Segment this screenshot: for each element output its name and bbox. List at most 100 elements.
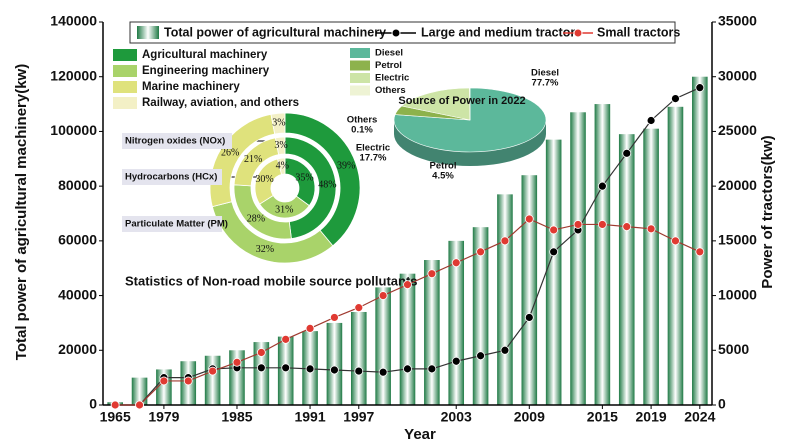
y-tick-label: 40000 <box>58 286 97 302</box>
bar <box>594 104 611 406</box>
point <box>549 225 559 235</box>
ring-label-box <box>122 169 222 185</box>
y-tick-label: 80000 <box>58 177 97 193</box>
legend-swatch <box>350 60 370 71</box>
point <box>524 313 534 322</box>
bar <box>545 139 562 405</box>
y2-tick-label: 30000 <box>718 67 757 83</box>
point <box>597 220 607 229</box>
point <box>378 367 388 377</box>
bar <box>204 355 221 405</box>
x-tick-label: 1991 <box>294 409 325 425</box>
bar <box>692 76 708 405</box>
donut-label: 28% <box>247 213 265 224</box>
point <box>281 363 291 373</box>
y2-tick-label: 10000 <box>718 286 757 302</box>
point <box>427 269 437 279</box>
donut-segment <box>270 112 286 135</box>
y-tick-label: 140000 <box>50 13 97 29</box>
y-tick-label: 120000 <box>50 67 97 83</box>
donut-label: 48% <box>318 180 336 191</box>
donut-label: 32% <box>256 244 274 255</box>
point <box>330 365 339 375</box>
legend-dot <box>573 28 583 38</box>
x-tick-label: 2019 <box>636 409 667 425</box>
point <box>281 334 291 344</box>
bar <box>472 227 489 405</box>
y2-tick-label: 25000 <box>718 122 757 138</box>
x-tick-label: 2003 <box>441 409 472 425</box>
point <box>671 236 680 246</box>
point <box>208 366 218 376</box>
pie-slice <box>400 87 471 121</box>
point <box>232 357 242 367</box>
donut-segment <box>277 157 286 175</box>
legend-label: Diesel <box>375 48 403 59</box>
donut-label: 39% <box>337 160 355 171</box>
point <box>476 351 485 361</box>
point <box>305 323 315 333</box>
point <box>330 313 339 322</box>
bar <box>521 175 538 405</box>
legend-label: Railway, aviation, and others <box>142 97 299 109</box>
bar <box>253 342 270 405</box>
x-tick-label: 1965 <box>100 409 131 425</box>
x-tick-label: 2009 <box>514 409 545 425</box>
y-tick-label: 60000 <box>58 232 97 248</box>
pie-label: Electric <box>356 143 390 154</box>
ring-label: Hydrocarbons (HCx) <box>125 172 217 183</box>
pie-label: Petrol <box>430 161 457 172</box>
pie-side <box>394 120 546 166</box>
y-tick-label: 100000 <box>50 122 97 138</box>
bar <box>448 240 465 405</box>
y2-tick-label: 15000 <box>718 232 757 248</box>
point <box>403 364 412 374</box>
bar <box>350 311 367 405</box>
donut-label: 3% <box>272 118 285 129</box>
point <box>305 364 315 374</box>
point <box>135 400 144 410</box>
bar <box>570 112 586 406</box>
legend-dot <box>391 28 401 38</box>
legend-label: Agricultural machinery <box>142 49 268 61</box>
donut-label: 26% <box>221 147 239 158</box>
x-axis-title: Year <box>404 426 436 443</box>
point <box>427 364 437 374</box>
y2-axis-title: Power of tractors(kw) <box>759 135 776 288</box>
bar <box>424 260 440 405</box>
point <box>354 366 364 376</box>
point <box>451 258 461 268</box>
y2-tick-label: 5000 <box>718 341 749 357</box>
donut-label: 4% <box>276 160 289 171</box>
pie-label: Others <box>347 115 378 126</box>
legend-label: Total power of agricultural machinery <box>164 25 386 39</box>
x-tick-label: 1997 <box>343 409 374 425</box>
point <box>476 247 485 257</box>
x-tick-label: 2015 <box>587 409 618 425</box>
legend-label: Small tractors <box>597 25 680 39</box>
donut-segment <box>274 136 286 156</box>
bar <box>399 273 416 405</box>
point <box>500 236 510 246</box>
legend-label: Electric <box>375 73 409 84</box>
x-tick-label: 2024 <box>684 409 715 425</box>
x-tick-label: 1979 <box>148 409 179 425</box>
donut-label: 30% <box>255 174 273 185</box>
pie-value: 0.1% <box>351 125 373 136</box>
donut-label: 31% <box>275 204 293 215</box>
legend-swatch <box>113 49 137 61</box>
y-axis-title: Total power of agricultural machinery(kw… <box>13 64 30 360</box>
bar <box>326 322 343 405</box>
legend-label: Engineering machinery <box>142 65 270 77</box>
bar <box>131 377 148 405</box>
bar <box>375 287 391 405</box>
annotation: Statistics of Non-road mobile source pol… <box>125 273 418 288</box>
pie-value: 4.5% <box>432 171 454 182</box>
point <box>524 214 534 224</box>
legend-swatch <box>137 26 159 39</box>
y-tick-label: 0 <box>89 396 97 412</box>
pie-label: Diesel <box>531 68 559 79</box>
donut-segment <box>284 157 316 207</box>
donut-label: 35% <box>295 172 313 183</box>
point <box>256 348 266 357</box>
